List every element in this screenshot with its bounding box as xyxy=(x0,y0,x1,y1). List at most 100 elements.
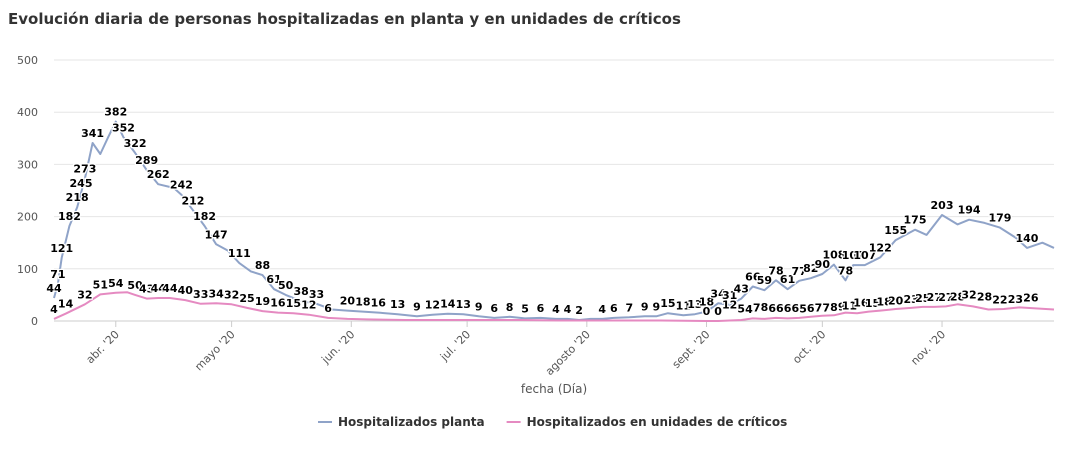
data-label: 44 xyxy=(162,282,178,295)
data-label: 12 xyxy=(425,299,440,312)
data-label: 5 xyxy=(799,302,807,315)
data-label: 78 xyxy=(768,264,783,277)
series-lines xyxy=(53,120,1055,322)
data-label: 262 xyxy=(147,168,170,181)
data-label: 9 xyxy=(475,300,483,313)
data-label: 7 xyxy=(815,301,823,314)
series-line-2 xyxy=(53,291,1055,322)
data-label: 61 xyxy=(266,273,281,286)
data-label: 44 xyxy=(46,282,62,295)
data-label: 9 xyxy=(641,300,649,313)
data-label: 12 xyxy=(722,299,737,312)
series-line-1 xyxy=(53,120,1055,321)
data-label: 6 xyxy=(610,302,618,315)
legend-label-2: Hospitalizados en unidades de críticos xyxy=(527,415,788,429)
data-label: 20 xyxy=(340,295,356,308)
data-label: 382 xyxy=(104,106,127,119)
data-label: 43 xyxy=(139,283,154,296)
data-label: 25 xyxy=(915,292,930,305)
data-label: 28 xyxy=(950,290,965,303)
x-tick-label: jun. '20 xyxy=(319,328,358,367)
data-label: 18 xyxy=(876,296,891,309)
y-tick-labels: 0 100 200 300 400 500 xyxy=(17,54,38,328)
data-label: 2 xyxy=(575,304,583,317)
data-label: 212 xyxy=(182,194,205,207)
data-label: 218 xyxy=(66,191,89,204)
data-label: 175 xyxy=(904,214,927,227)
data-label: 4 xyxy=(50,303,58,316)
data-label: 122 xyxy=(869,241,892,254)
data-label: 13 xyxy=(687,298,702,311)
data-label: 4 xyxy=(598,303,606,316)
y-tick-label: 200 xyxy=(17,211,38,224)
data-label: 15 xyxy=(286,297,301,310)
data-label: 50 xyxy=(278,279,294,292)
x-tick-label: oct. '20 xyxy=(790,328,828,366)
data-label: 23 xyxy=(1008,293,1023,306)
data-label: 43 xyxy=(734,283,749,296)
data-label: 9 xyxy=(838,300,846,313)
data-label: 245 xyxy=(70,177,93,190)
data-label: 82 xyxy=(803,262,818,275)
legend: Hospitalizados planta Hospitalizados en u… xyxy=(318,415,787,429)
data-label: 31 xyxy=(722,289,737,302)
data-label: 107 xyxy=(842,249,865,262)
data-label: 25 xyxy=(239,292,254,305)
data-label: 242 xyxy=(170,179,193,192)
x-tick-label: agosto '20 xyxy=(543,328,593,378)
data-label: 7 xyxy=(625,301,633,314)
data-label: 107 xyxy=(853,249,876,262)
x-tick-labels: abr. '20 mayo '20 jun. '20 jul. '20 agosto '… xyxy=(84,328,949,378)
legend-label-1: Hospitalizados planta xyxy=(338,415,485,429)
data-label: 289 xyxy=(135,154,158,167)
y-tick-label: 0 xyxy=(31,315,38,328)
data-label: 121 xyxy=(50,242,73,255)
data-label: 11 xyxy=(842,299,857,312)
data-label: 32 xyxy=(77,288,92,301)
x-tick-label: jul. '20 xyxy=(437,328,473,364)
data-label: 0 xyxy=(714,305,722,318)
data-label: 8 xyxy=(506,301,514,314)
data-label: 203 xyxy=(931,199,954,212)
data-label: 155 xyxy=(884,224,907,237)
data-label: 54 xyxy=(108,277,124,290)
data-label: 32 xyxy=(961,288,976,301)
data-label: 15 xyxy=(660,297,675,310)
y-tick-label: 500 xyxy=(17,54,38,67)
chart-title: Evolución diaria de personas hospitaliza… xyxy=(8,10,681,28)
y-tick-label: 300 xyxy=(17,158,38,171)
y-tick-label: 400 xyxy=(17,106,38,119)
data-label: 32 xyxy=(224,288,239,301)
data-label: 20 xyxy=(888,295,904,308)
data-label: 27 xyxy=(938,291,953,304)
data-label: 27 xyxy=(927,291,942,304)
data-label: 6 xyxy=(807,302,815,315)
data-label: 9 xyxy=(652,300,660,313)
data-label: 28 xyxy=(977,290,992,303)
data-label: 11 xyxy=(676,299,691,312)
x-tick-label: nov. '20 xyxy=(908,328,948,368)
data-label: 14 xyxy=(58,298,74,311)
data-label: 6 xyxy=(784,302,792,315)
data-label: 341 xyxy=(81,127,104,140)
data-label: 8 xyxy=(830,301,838,314)
data-label: 14 xyxy=(440,298,456,311)
data-label: 33 xyxy=(193,288,208,301)
data-label: 15 xyxy=(865,297,880,310)
data-label: 108 xyxy=(822,249,845,262)
y-tick-label: 100 xyxy=(17,263,38,276)
data-label: 16 xyxy=(270,297,286,310)
data-label: 6 xyxy=(768,302,776,315)
data-label: 352 xyxy=(112,121,135,134)
data-label: 111 xyxy=(228,247,251,260)
data-label: 273 xyxy=(73,162,96,175)
data-label: 13 xyxy=(390,298,405,311)
data-label: 26 xyxy=(1023,291,1039,304)
data-label: 34 xyxy=(710,287,726,300)
data-label: 140 xyxy=(1015,232,1038,245)
data-label: 12 xyxy=(301,299,316,312)
data-label: 6 xyxy=(537,302,545,315)
data-label: 16 xyxy=(853,297,869,310)
data-label: 61 xyxy=(780,273,795,286)
